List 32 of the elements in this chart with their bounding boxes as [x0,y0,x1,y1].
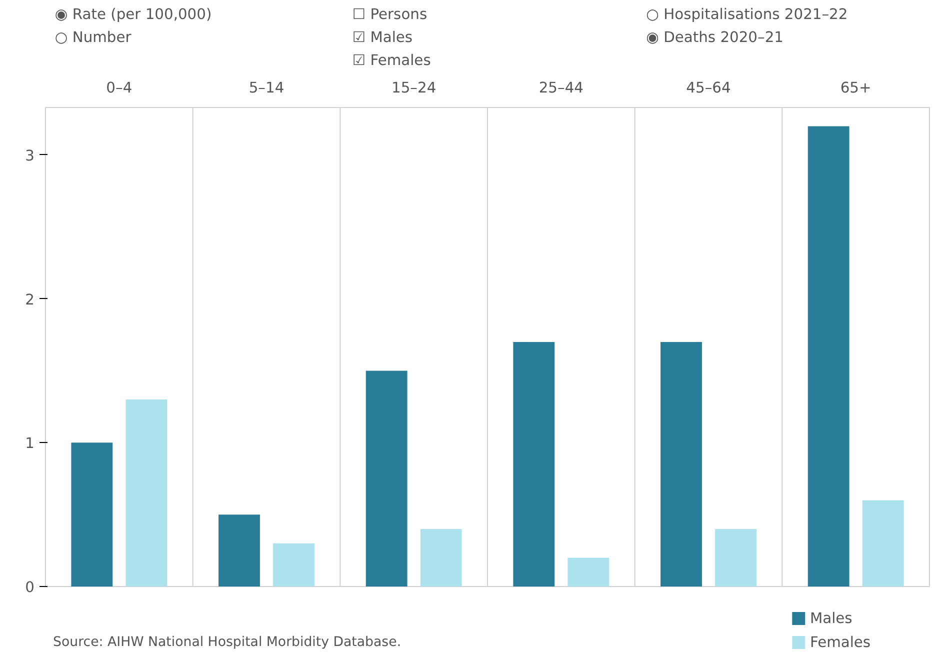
bar [660,342,702,586]
bar [273,543,314,586]
source-note: Source: AIHW National Hospital Morbidity Database. [53,635,402,650]
x-tick-label: 65+ [840,80,872,96]
text: ☑ Males [352,29,413,46]
bar [862,500,904,586]
x-tick-label: 15–24 [392,80,436,96]
text: ☐ Persons [352,6,428,23]
x-tick-label: 25–44 [538,80,584,96]
bar [366,370,408,586]
text: ○ Number [54,29,132,46]
bar [808,126,850,586]
text: ○ Hospitalisations 2021–22 [646,6,848,23]
bar [568,558,610,586]
y-tick-label: 3 [25,147,35,164]
x-tick-label: 45–64 [686,80,731,96]
text: ◉ Deaths 2020–21 [646,29,784,46]
bar [420,528,462,586]
y-tick-label: 0 [25,579,35,596]
text: ◉ Rate (per 100,000) [54,6,212,23]
y-tick-label: 1 [25,435,35,452]
bar [126,400,168,586]
text: ☑ Females [352,52,431,69]
bar [715,528,756,586]
bar [71,442,113,586]
bar [513,342,555,586]
legend-label: Females [810,634,871,651]
legend-label: Males [810,610,852,627]
bar [218,514,260,586]
x-tick-label: 5–14 [248,80,284,96]
y-tick-label: 2 [25,291,35,308]
x-tick-label: 0–4 [106,80,132,96]
